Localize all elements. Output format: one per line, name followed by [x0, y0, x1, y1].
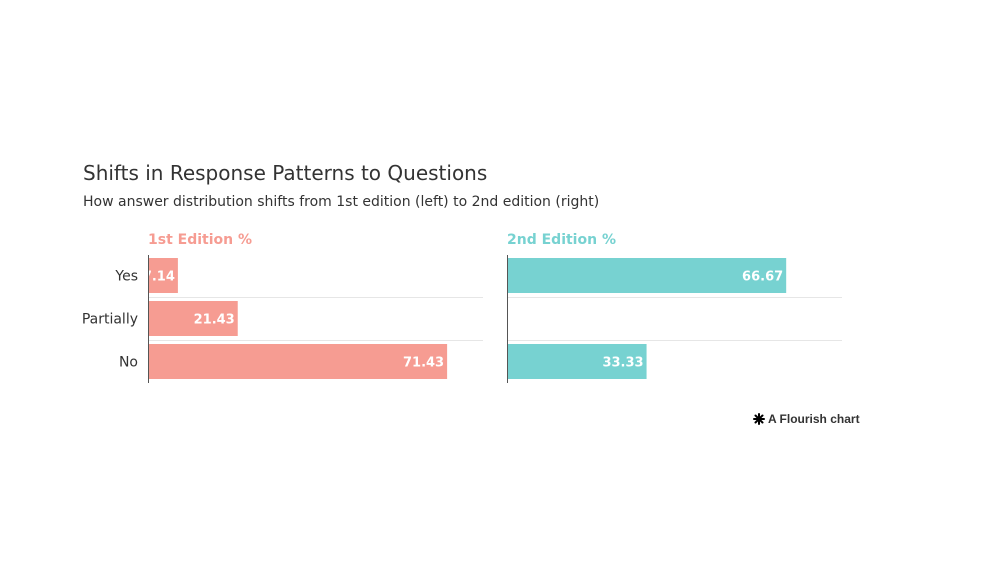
flourish-credit[interactable]: A Flourish chart [753, 412, 860, 426]
bar-value-label: 21.43 [194, 313, 235, 328]
bar [148, 301, 238, 336]
bar-value-label: 33.33 [602, 356, 643, 371]
credit-text: A Flourish chart [768, 412, 860, 426]
category-label: Partially [82, 312, 138, 328]
bar [507, 344, 647, 379]
bar [148, 344, 448, 379]
bar-value-label: 7.14 [143, 270, 175, 285]
chart-subtitle: How answer distribution shifts from 1st … [83, 194, 600, 210]
category-label: Yes [114, 269, 138, 285]
bar [507, 258, 787, 293]
bar [148, 258, 178, 293]
panel-header: 2nd Edition % [507, 232, 616, 248]
bar-value-label: 71.43 [403, 356, 444, 371]
category-label: No [119, 355, 138, 371]
panel-header: 1st Edition % [148, 232, 252, 248]
bar-value-label: 66.67 [742, 270, 783, 285]
flourish-star-icon [753, 413, 765, 425]
chart-title: Shifts in Response Patterns to Questions [83, 161, 488, 185]
